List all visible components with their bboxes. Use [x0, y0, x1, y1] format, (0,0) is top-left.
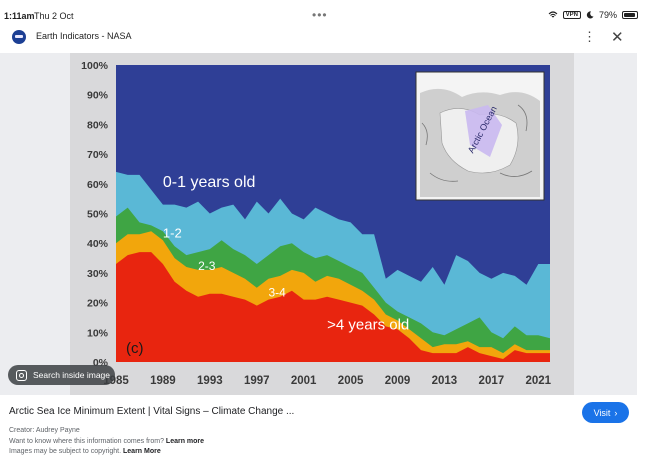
series-label-3-4: 3-4 [268, 286, 286, 300]
copyright-learn-more-link[interactable]: Learn More [123, 448, 161, 455]
sea-ice-age-chart: 0%10%20%30%40%50%60%70%80%90%100% 1985 19… [81, 60, 552, 387]
y-tick-label: 80% [87, 119, 109, 131]
series-label-0-1-years-old: 0-1 years old [163, 174, 256, 191]
search-inside-image-label: Search inside image [33, 370, 111, 380]
moon-icon [586, 11, 594, 19]
copyright-text: Images may be subject to copyright. [9, 448, 122, 455]
nasa-logo-icon [12, 30, 26, 44]
chevron-right-icon: › [614, 407, 618, 418]
lens-icon [16, 369, 27, 381]
learn-more-link[interactable]: Learn more [165, 438, 205, 445]
info-text: Want to know where this information come… [9, 438, 164, 445]
x-tick-label: 2009 [385, 375, 411, 387]
y-tick-label: 10% [87, 327, 109, 339]
y-tick-label: 20% [87, 298, 109, 310]
y-tick-label: 60% [87, 179, 109, 191]
wifi-icon [548, 11, 558, 18]
info-line: Want to know where this information come… [9, 438, 204, 445]
arctic-inset-map: Arctic Ocean [415, 71, 545, 201]
y-tick-label: 50% [87, 209, 109, 221]
x-tick-label: 2013 [432, 375, 458, 387]
series-label-2-3: 2-3 [198, 259, 216, 273]
source-title[interactable]: Earth Indicators - NASA [36, 31, 132, 41]
status-right: VPN 79% [548, 10, 638, 20]
panel-label: (c) [126, 340, 144, 357]
status-bar: 1:11am Thu 2 Oct ••• VPN 79% [0, 0, 660, 28]
y-tick-label: 70% [87, 149, 109, 161]
x-tick-label: 2005 [338, 375, 364, 387]
x-tick-label: 2017 [479, 375, 505, 387]
status-date: Thu 2 Oct [34, 11, 74, 21]
status-time: 1:11am [4, 11, 35, 21]
area--4-years-old [116, 252, 550, 362]
battery-percent: 79% [598, 10, 617, 20]
copyright-line: Images may be subject to copyright. Lear… [9, 448, 161, 455]
y-tick-label: 90% [87, 90, 109, 102]
search-inside-image-button[interactable]: Search inside image [8, 365, 115, 385]
x-tick-label: 2021 [525, 375, 551, 387]
x-tick-label: 1993 [197, 375, 223, 387]
x-tick-label: 1989 [150, 375, 176, 387]
x-tick-label: 2001 [291, 375, 317, 387]
kebab-menu-icon[interactable]: ⋮ [583, 29, 596, 44]
x-tick-label: 1997 [244, 375, 270, 387]
y-tick-label: 100% [81, 60, 109, 72]
series-label-1-2: 1-2 [163, 225, 182, 240]
creator-text: Creator: Audrey Payne [9, 427, 80, 434]
y-tick-label: 40% [87, 238, 109, 250]
result-caption[interactable]: Arctic Sea Ice Minimum Extent | Vital Si… [9, 406, 295, 417]
series-label--4-years-old: >4 years old [327, 316, 409, 333]
y-tick-label: 30% [87, 268, 109, 280]
multitask-dots[interactable]: ••• [312, 8, 328, 22]
visit-button[interactable]: Visit › [582, 402, 629, 423]
battery-icon [622, 11, 638, 19]
vpn-badge: VPN [562, 11, 581, 19]
close-icon[interactable]: ✕ [611, 29, 624, 46]
viewer-header: Earth Indicators - NASA ⋮ ✕ [0, 26, 660, 52]
visit-label: Visit [593, 407, 611, 418]
